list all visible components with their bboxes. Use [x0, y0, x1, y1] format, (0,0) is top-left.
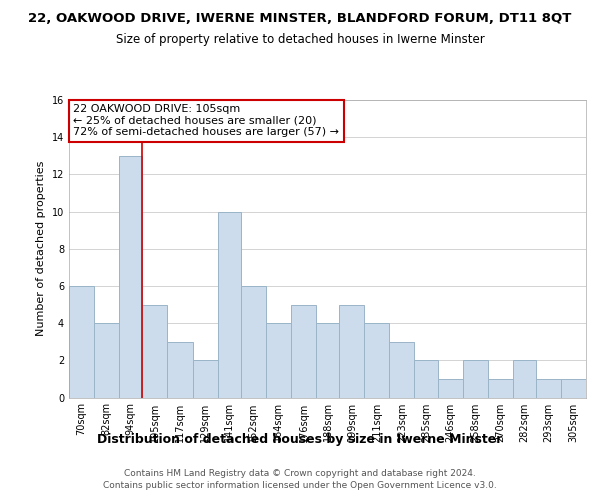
Bar [488, 379, 513, 398]
Text: Contains public sector information licensed under the Open Government Licence v3: Contains public sector information licen… [103, 481, 497, 490]
Bar [437, 379, 463, 398]
Bar [561, 379, 586, 398]
Bar [463, 360, 488, 398]
Bar [193, 360, 218, 398]
Bar [69, 286, 94, 398]
Bar [513, 360, 536, 398]
Bar [536, 379, 561, 398]
Bar [415, 360, 437, 398]
Text: Size of property relative to detached houses in Iwerne Minster: Size of property relative to detached ho… [116, 32, 484, 46]
Bar [339, 304, 364, 398]
Text: Distribution of detached houses by size in Iwerne Minster: Distribution of detached houses by size … [97, 432, 503, 446]
Bar [291, 304, 316, 398]
Y-axis label: Number of detached properties: Number of detached properties [36, 161, 46, 336]
Bar [94, 323, 119, 398]
Bar [142, 304, 167, 398]
Text: 22, OAKWOOD DRIVE, IWERNE MINSTER, BLANDFORD FORUM, DT11 8QT: 22, OAKWOOD DRIVE, IWERNE MINSTER, BLAND… [28, 12, 572, 26]
Bar [218, 212, 241, 398]
Text: 22 OAKWOOD DRIVE: 105sqm
← 25% of detached houses are smaller (20)
72% of semi-d: 22 OAKWOOD DRIVE: 105sqm ← 25% of detach… [73, 104, 339, 138]
Bar [389, 342, 415, 398]
Bar [241, 286, 266, 398]
Bar [266, 323, 291, 398]
Bar [316, 323, 339, 398]
Text: Contains HM Land Registry data © Crown copyright and database right 2024.: Contains HM Land Registry data © Crown c… [124, 469, 476, 478]
Bar [364, 323, 389, 398]
Bar [119, 156, 142, 398]
Bar [167, 342, 193, 398]
